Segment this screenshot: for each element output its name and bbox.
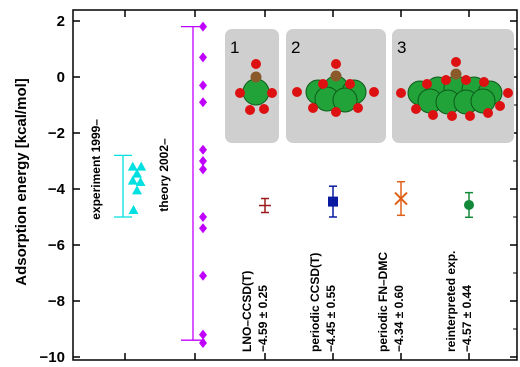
theory-point bbox=[199, 270, 207, 281]
experiment-point bbox=[135, 177, 146, 186]
plot-frame bbox=[72, 9, 518, 361]
y-tick-label: −10 bbox=[40, 349, 65, 366]
result-value-label: −4.57 ± 0.44 bbox=[460, 285, 474, 352]
inset-panel-3-number: 3 bbox=[397, 38, 406, 57]
result-points: LNO–CCSD(T) −4.59 ± 0.25 periodic CCSD(T) −… bbox=[240, 180, 474, 352]
y-tick-label: −2 bbox=[48, 125, 65, 142]
experiment-point bbox=[127, 161, 138, 171]
y-tick-label: 0 bbox=[57, 69, 65, 86]
result-marker-circle bbox=[464, 199, 474, 210]
y-tick-label: 2 bbox=[57, 13, 65, 30]
inset-panel-3: 3 bbox=[392, 29, 514, 143]
theory-point bbox=[199, 144, 207, 155]
experiment-point bbox=[127, 175, 138, 185]
result-method-label: LNO–CCSD(T) bbox=[240, 271, 254, 352]
inset-panel-2-number: 2 bbox=[291, 38, 300, 57]
theory-point bbox=[199, 212, 207, 222]
theory-point bbox=[199, 164, 207, 175]
experiment-point bbox=[136, 161, 147, 171]
result-value-label: −4.34 ± 0.60 bbox=[392, 285, 406, 352]
y-axis-label: Adsorption energy [kcal/mol] bbox=[13, 78, 30, 286]
theory-point bbox=[199, 338, 207, 348]
result-value-label: −4.59 ± 0.25 bbox=[256, 285, 270, 352]
theory-point bbox=[199, 80, 207, 91]
experiment-point bbox=[132, 168, 142, 178]
inset-panel-1: 1 bbox=[225, 29, 279, 143]
group-label: experiment 1999– bbox=[89, 119, 103, 220]
inset-panel-2: 2 bbox=[286, 29, 386, 143]
result-marker-cross bbox=[394, 191, 408, 206]
y-tick-label: −6 bbox=[48, 237, 65, 254]
theory-point bbox=[199, 329, 207, 340]
experiment-point bbox=[132, 185, 142, 195]
theory-point bbox=[199, 21, 207, 32]
experiment-point bbox=[128, 205, 139, 214]
result-method-label: periodic CCSD(T) bbox=[308, 253, 322, 352]
y-tick-label: −4 bbox=[48, 181, 66, 198]
theory-point bbox=[199, 223, 207, 234]
result-marker-square bbox=[328, 196, 338, 207]
literature-groups: experiment 1999– theory 2002– bbox=[89, 21, 207, 348]
theory-point bbox=[199, 156, 207, 166]
result-method-label: reinterpreted exp. bbox=[444, 251, 458, 352]
group-label: theory 2002– bbox=[157, 138, 171, 212]
theory-point bbox=[199, 52, 207, 63]
result-method-label: periodic FN–DMC bbox=[376, 252, 390, 352]
theory-point bbox=[199, 97, 207, 108]
inset-panel-1-number: 1 bbox=[230, 38, 239, 57]
result-value-label: −4.45 ± 0.55 bbox=[324, 285, 338, 352]
y-tick-label: −8 bbox=[48, 293, 65, 310]
x-ticks bbox=[124, 10, 470, 360]
structure-insets: 1 2 3 bbox=[225, 29, 514, 143]
